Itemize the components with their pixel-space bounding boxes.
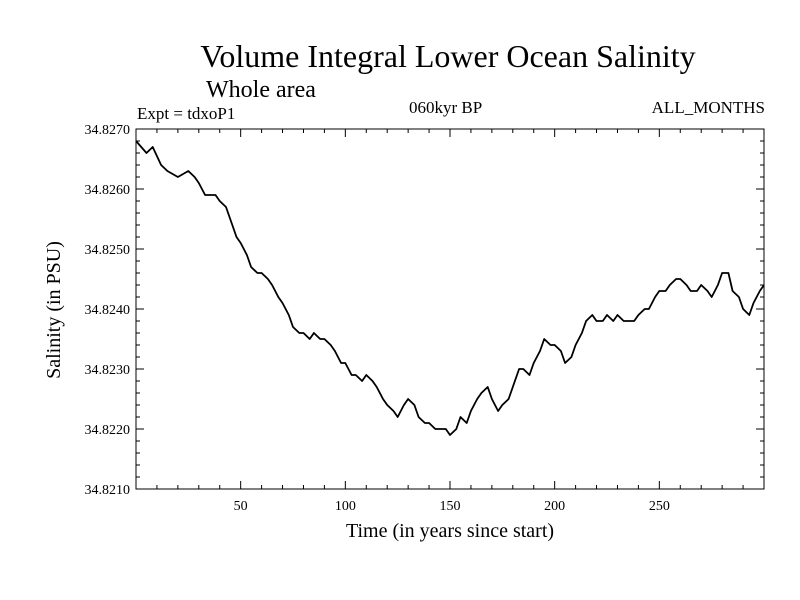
y-tick-label: 34.8240 [85, 303, 131, 318]
x-tick-label: 50 [234, 499, 248, 514]
y-tick-label: 34.8260 [85, 183, 131, 198]
x-tick-label: 100 [335, 499, 356, 514]
x-axis-label: Time (in years since start) [346, 520, 554, 542]
y-tick-label: 34.8210 [85, 483, 131, 498]
x-tick-label: 250 [649, 499, 670, 514]
x-tick-label: 150 [440, 499, 461, 514]
y-axis-label: Salinity (in PSU) [43, 241, 65, 379]
y-tick-label: 34.8270 [85, 123, 131, 138]
x-tick-labels: 50 100 150 200 250 [234, 499, 670, 514]
salinity-chart: 50 100 150 200 250 34.821034.822034.823034.8… [0, 0, 800, 600]
x-tick-label: 200 [544, 499, 565, 514]
y-tick-label: 34.8230 [85, 363, 131, 378]
y-tick-labels: 34.8210 34.8220 34.8230 34.8240 34.8250 34.82… [85, 123, 131, 498]
y-tick-label: 34.8250 [85, 243, 131, 258]
y-tick-label: 34.8220 [85, 423, 131, 438]
salinity-series-line [136, 141, 764, 435]
